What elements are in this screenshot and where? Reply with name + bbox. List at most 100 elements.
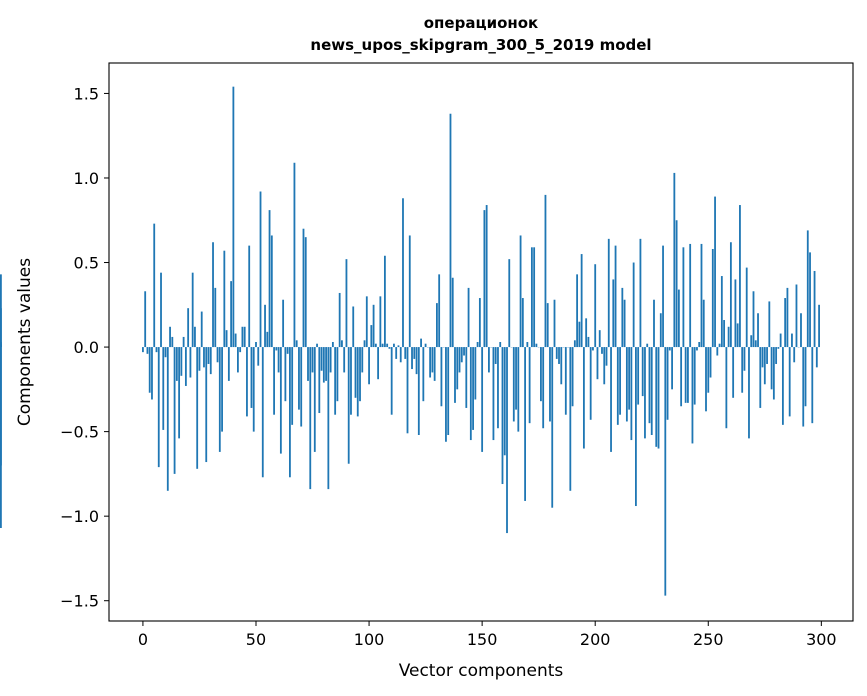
bar xyxy=(573,340,576,348)
y-tick-label: 1.0 xyxy=(74,169,99,188)
bar xyxy=(413,347,416,359)
x-axis: 0 50 100 150 200 250 300 xyxy=(138,621,837,649)
bar xyxy=(207,347,210,364)
bar xyxy=(467,287,470,348)
bar xyxy=(286,347,289,354)
bar xyxy=(564,347,567,415)
bar xyxy=(734,279,737,348)
bar xyxy=(519,235,522,348)
bar xyxy=(182,336,185,348)
bar xyxy=(343,347,346,373)
bar xyxy=(261,347,264,478)
x-tick-label: 150 xyxy=(467,630,498,649)
bar xyxy=(173,347,176,474)
bar xyxy=(650,347,653,435)
bar xyxy=(255,342,257,348)
bar xyxy=(157,347,160,468)
x-tick-label: 100 xyxy=(354,630,385,649)
bar xyxy=(460,347,463,363)
bar xyxy=(551,347,554,508)
bar xyxy=(325,347,327,381)
bar xyxy=(657,347,660,449)
bar xyxy=(203,347,205,368)
bar xyxy=(379,296,382,348)
bar xyxy=(714,196,716,348)
bar xyxy=(569,347,572,491)
bar xyxy=(639,238,642,348)
bar xyxy=(698,342,701,348)
bar xyxy=(456,347,459,390)
chart-title: операционок xyxy=(424,14,539,32)
bar xyxy=(664,347,667,596)
bar xyxy=(488,347,490,373)
bar xyxy=(234,333,237,348)
bar xyxy=(404,347,407,359)
bar xyxy=(424,343,427,348)
bar xyxy=(241,326,244,348)
bar xyxy=(350,347,352,415)
bar xyxy=(239,347,242,353)
bar xyxy=(352,306,355,348)
bar xyxy=(372,304,375,348)
bar xyxy=(718,343,721,348)
bar xyxy=(273,347,275,415)
bar xyxy=(741,347,744,393)
bar xyxy=(625,347,628,422)
bar xyxy=(671,347,673,390)
bar xyxy=(711,249,714,348)
bar xyxy=(528,347,531,424)
bar xyxy=(521,298,524,348)
bar xyxy=(438,274,441,348)
bar xyxy=(142,347,144,353)
bar xyxy=(540,347,542,402)
bar xyxy=(279,347,282,454)
bar xyxy=(809,252,811,348)
bar xyxy=(788,347,791,417)
bar xyxy=(440,347,443,407)
bar xyxy=(549,347,551,422)
bar-series xyxy=(0,86,820,596)
bar xyxy=(383,255,386,348)
bar xyxy=(429,347,432,378)
bar xyxy=(680,347,683,407)
bar xyxy=(544,194,547,348)
bar xyxy=(736,323,739,348)
bar xyxy=(180,347,183,376)
bar xyxy=(779,333,782,348)
bar xyxy=(492,347,495,441)
bar xyxy=(720,276,723,348)
bar xyxy=(275,347,278,351)
bar xyxy=(227,347,230,381)
bar xyxy=(815,347,818,368)
y-tick-label: −1.0 xyxy=(60,507,99,526)
bar xyxy=(248,245,251,348)
bar xyxy=(619,347,621,415)
bar xyxy=(395,347,398,359)
bar xyxy=(153,223,156,348)
bar xyxy=(772,347,775,400)
bar xyxy=(216,347,219,363)
bar xyxy=(589,347,592,420)
bar xyxy=(716,347,719,356)
bar xyxy=(200,311,203,348)
bar xyxy=(752,291,755,348)
y-tick-label: 0.5 xyxy=(74,254,99,273)
bar xyxy=(786,287,789,348)
bar xyxy=(546,303,549,348)
bar xyxy=(644,347,646,439)
bar xyxy=(648,347,651,424)
bar xyxy=(377,347,380,380)
bar xyxy=(727,326,730,348)
bar xyxy=(485,205,488,348)
bar xyxy=(313,347,316,452)
bar xyxy=(370,325,373,348)
bar xyxy=(422,347,425,402)
bar xyxy=(449,113,452,348)
bar xyxy=(354,347,357,398)
bar xyxy=(447,347,450,435)
bar xyxy=(246,347,248,417)
bar xyxy=(302,228,305,348)
bar xyxy=(723,320,726,348)
y-tick-label: 0.0 xyxy=(74,338,99,357)
bar xyxy=(361,347,364,373)
